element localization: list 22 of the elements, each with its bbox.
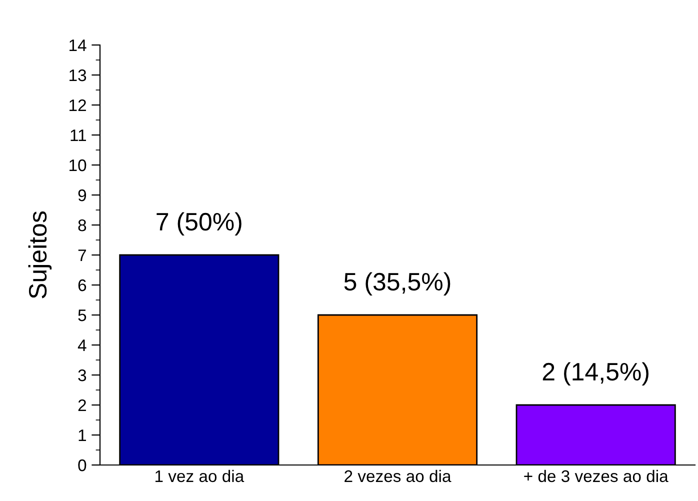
- y-tick-label: 1: [78, 430, 86, 442]
- y-tick-label: 5: [78, 310, 86, 322]
- y-tick-label: 4: [78, 340, 86, 352]
- data-label: 7 (50%): [156, 212, 242, 236]
- y-axis-title: Sujeitos: [28, 211, 52, 298]
- y-tick-label: 0: [78, 459, 86, 472]
- y-tick-label: 13: [70, 69, 86, 82]
- y-tick-label: 12: [70, 99, 86, 112]
- y-tick-label: 8: [78, 219, 86, 232]
- y-tick-label: 3: [78, 369, 86, 382]
- data-label: 2 (14,5%): [542, 362, 648, 386]
- y-tick-label: 14: [70, 40, 86, 52]
- x-tick-label: 1 vez ao dia: [156, 470, 244, 482]
- y-tick-label: 9: [78, 189, 86, 202]
- data-label: 5 (35,5%): [344, 272, 450, 296]
- x-tick-label: 2 vezes ao dia: [344, 470, 452, 482]
- x-tick-label: + de 3 vezes ao dia: [524, 470, 668, 482]
- y-tick-label: 10: [70, 159, 86, 172]
- y-tick-label: 2: [78, 399, 86, 412]
- y-tick-label: 6: [78, 279, 86, 292]
- y-tick-label: 7: [78, 250, 86, 262]
- y-tick-label: 11: [70, 130, 86, 142]
